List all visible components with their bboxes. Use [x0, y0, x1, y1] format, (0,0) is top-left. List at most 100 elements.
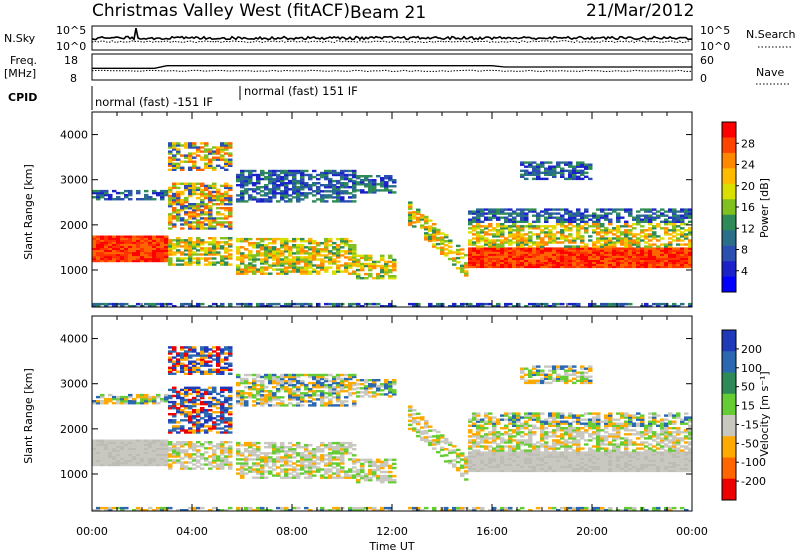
scatter-cell: [356, 254, 361, 257]
scatter-cell: [204, 223, 209, 226]
scatter-cell: [568, 251, 573, 254]
scatter-cell: [296, 266, 301, 269]
scatter-cell: [532, 161, 537, 164]
scatter-cell: [264, 470, 269, 473]
scatter-cell: [172, 168, 177, 171]
scatter-cell: [316, 305, 321, 308]
scatter-cell: [176, 166, 181, 169]
scatter-cell: [244, 200, 249, 203]
scatter-cell: [348, 244, 353, 247]
scatter-cell: [132, 237, 137, 240]
scatter-cell: [568, 245, 573, 248]
scatter-cell: [304, 460, 309, 463]
scatter-cell: [308, 184, 313, 187]
scatter-cell: [348, 394, 353, 397]
scatter-cell: [552, 249, 557, 252]
scatter-cell: [264, 462, 269, 465]
scatter-cell: [128, 459, 133, 463]
scatter-cell: [164, 191, 169, 195]
scatter-cell: [604, 239, 609, 242]
scatter-cell: [612, 253, 617, 256]
scatter-cell: [468, 220, 473, 223]
scatter-cell: [196, 449, 201, 452]
scatter-cell: [536, 220, 541, 223]
scatter-cell: [472, 225, 477, 228]
scatter-cell: [300, 188, 305, 191]
scatter-cell: [664, 251, 669, 254]
scatter-cell: [152, 453, 157, 457]
scatter-cell: [96, 449, 101, 452]
scatter-cell: [548, 241, 553, 244]
scatter-cell: [120, 245, 125, 248]
scatter-cell: [220, 386, 225, 389]
scatter-cell: [220, 192, 225, 196]
scatter-cell: [168, 360, 173, 363]
scatter-cell: [344, 377, 349, 381]
scatter-cell: [528, 263, 533, 267]
scatter-cell: [504, 247, 509, 250]
scatter-cell: [96, 259, 101, 263]
scatter-cell: [348, 192, 353, 195]
scatter-cell: [672, 257, 677, 260]
scatter-cell: [656, 249, 661, 252]
scatter-cell: [200, 463, 205, 466]
scatter-cell: [208, 219, 213, 222]
scatter-cell: [364, 191, 369, 194]
scatter-cell: [280, 388, 285, 391]
scatter-cell: [540, 251, 545, 254]
scatter-cell: [628, 245, 633, 248]
scatter-cell: [192, 166, 197, 169]
scatter-cell: [108, 449, 113, 452]
scatter-cell: [284, 188, 289, 191]
scatter-cell: [188, 213, 193, 216]
scatter-cell: [536, 169, 541, 172]
scatter-cell: [236, 468, 241, 471]
scatter-cell: [244, 254, 249, 257]
scatter-cell: [588, 225, 593, 228]
scatter-cell: [272, 182, 277, 185]
scatter-cell: [328, 402, 333, 405]
scatter-cell: [340, 198, 345, 201]
scatter-cell: [360, 189, 365, 192]
scatter-cell: [268, 179, 273, 183]
scatter-cell: [188, 429, 193, 432]
scatter-cell: [384, 187, 389, 190]
scatter-cell: [484, 259, 489, 262]
scatter-cell: [548, 173, 553, 176]
scatter-cell: [180, 398, 185, 402]
scatter-cell: [184, 223, 189, 226]
scatter-cell: [544, 247, 549, 250]
scatter-cell: [312, 240, 317, 243]
scatter-cell: [548, 165, 553, 168]
scatter-cell: [552, 173, 557, 176]
scatter-cell: [368, 187, 373, 190]
scatter-cell: [168, 156, 173, 159]
scatter-cell: [224, 215, 229, 218]
scatter-cell: [240, 462, 245, 465]
scatter-cell: [344, 446, 349, 449]
scatter-cell: [268, 394, 273, 397]
scatter-cell: [548, 265, 553, 269]
scatter-cell: [572, 261, 577, 264]
scatter-cell: [536, 218, 541, 221]
scatter-cell: [140, 237, 145, 240]
scatter-cell: [296, 474, 301, 477]
scatter-cell: [568, 218, 573, 221]
scatter-cell: [496, 223, 501, 226]
scatter-cell: [656, 251, 661, 254]
nsky-label: N.Sky: [4, 32, 36, 45]
scatter-cell: [128, 191, 133, 195]
scatter-cell: [280, 377, 285, 381]
scatter-cell: [120, 509, 125, 512]
scatter-cell: [108, 506, 113, 510]
scatter-cell: [220, 431, 225, 434]
scatter-cell: [336, 373, 341, 377]
scatter-cell: [204, 184, 209, 188]
scatter-cell: [608, 231, 613, 234]
scatter-cell: [168, 358, 173, 361]
radar-title: Christmas Valley West (fitACF): [92, 1, 350, 21]
scatter-cell: [180, 441, 185, 444]
scatter-cell: [372, 181, 377, 184]
scatter-cell: [216, 392, 221, 396]
